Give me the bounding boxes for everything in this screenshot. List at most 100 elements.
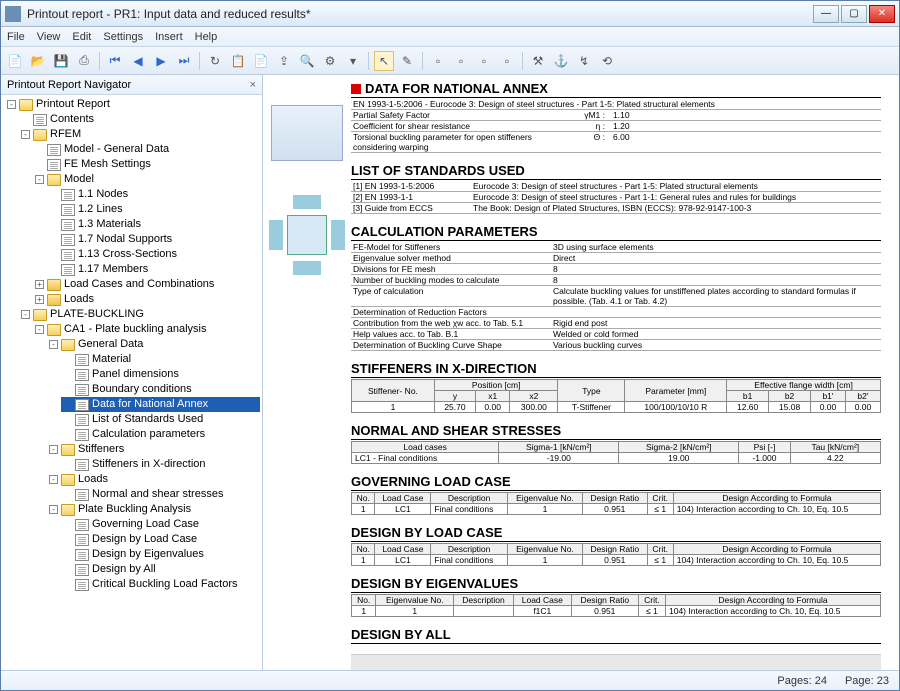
governing-table: No.Load CaseDescriptionEigenvalue No.Des… [351,492,881,515]
open-icon[interactable]: 📂 [28,51,48,71]
titlebar: Printout report - PR1: Input data and re… [1,1,899,27]
tree-dev[interactable]: Design by Eigenvalues [61,547,260,562]
tree-stiffeners[interactable]: -Stiffeners [47,442,260,457]
tree-root[interactable]: -Printout Report [5,97,260,112]
find-icon[interactable]: 🔍 [297,51,317,71]
page1-icon[interactable]: ▫ [428,51,448,71]
page2-icon[interactable]: ▫ [451,51,471,71]
tree-view[interactable]: -Printout Report Contents -RFEM Model - … [1,95,262,670]
tree-calc-params[interactable]: Calculation parameters [61,427,260,442]
tree-plate-buckling[interactable]: -PLATE-BUCKLING [19,307,260,322]
thumb-diagram [269,185,345,305]
page4-icon[interactable]: ▫ [497,51,517,71]
tree-model-gd[interactable]: Model - General Data [33,142,260,157]
tree-fe-mesh[interactable]: FE Mesh Settings [33,157,260,172]
tree-nodal-supports[interactable]: 1.7 Nodal Supports [47,232,260,247]
section-governing: GOVERNING LOAD CASE No.Load CaseDescript… [351,474,881,515]
thumbnail-column [263,75,351,670]
tree-gov[interactable]: Governing Load Case [61,517,260,532]
section-title: NORMAL AND SHEAR STRESSES [351,423,561,438]
toolbar: 📄 📂 💾 ⎙ ⏮ ◀ ▶ ⏭ ↻ 📋 📄 ⇪ 🔍 ⚙ ▾ ↖ ✎ ▫ ▫ ▫ … [1,47,899,75]
horizontal-scrollbar[interactable] [351,654,881,670]
tree-pba[interactable]: -Plate Buckling Analysis [47,502,260,517]
tree-general-data[interactable]: -General Data [47,337,260,352]
tree-contents[interactable]: Contents [19,112,260,127]
section-stiffeners-x: STIFFENERS IN X-DIRECTION Stiffener- No.… [351,361,881,413]
page3-icon[interactable]: ▫ [474,51,494,71]
design-lc-table: No.Load CaseDescriptionEigenvalue No.Des… [351,543,881,566]
menu-view[interactable]: View [37,31,61,43]
save-icon[interactable]: 💾 [51,51,71,71]
refresh-icon[interactable]: ↻ [205,51,225,71]
section-title: GOVERNING LOAD CASE [351,474,511,489]
status-pages: Pages: 24 [777,675,827,687]
table-row: 1LC1Final conditions10.951≤ 1104) Intera… [352,504,881,515]
section-standards: LIST OF STANDARDS USED [1] EN 1993-1-5:2… [351,163,881,214]
tree-crit[interactable]: Critical Buckling Load Factors [61,577,260,592]
statusbar: Pages: 24 Page: 23 [1,670,899,690]
tool1-icon[interactable]: ⚒ [528,51,548,71]
section-design-ev: DESIGN BY EIGENVALUES No.Eigenvalue No.D… [351,576,881,617]
close-button[interactable]: ✕ [869,5,895,23]
doc2-icon[interactable]: 📄 [251,51,271,71]
menu-file[interactable]: File [7,31,25,43]
status-page: Page: 23 [845,675,889,687]
document-view: DATA FOR NATIONAL ANNEX EN 1993-1-5:2006… [351,75,899,670]
tree-lines[interactable]: 1.2 Lines [47,202,260,217]
tree-boundary[interactable]: Boundary conditions [61,382,260,397]
navigator-header: Printout Report Navigator × [1,75,262,95]
tool4-icon[interactable]: ⟲ [597,51,617,71]
tree-nodes[interactable]: 1.1 Nodes [47,187,260,202]
tree-loads2[interactable]: -Loads [47,472,260,487]
dropdown-icon[interactable]: ▾ [343,51,363,71]
maximize-button[interactable]: ▢ [841,5,867,23]
table-row: 125.700.00300.00T-Stiffener100/100/10/10… [352,402,881,413]
section-annex: DATA FOR NATIONAL ANNEX EN 1993-1-5:2006… [351,81,881,153]
tree-dall[interactable]: Design by All [61,562,260,577]
tree-materials[interactable]: 1.3 Materials [47,217,260,232]
tree-stiff-x[interactable]: Stiffeners in X-direction [61,457,260,472]
tool3-icon[interactable]: ↯ [574,51,594,71]
menu-insert[interactable]: Insert [155,31,183,43]
select-icon[interactable]: ↖ [374,51,394,71]
navigator-close-icon[interactable]: × [250,79,256,91]
stresses-table: Load casesSigma-1 [kN/cm²]Sigma-2 [kN/cm… [351,441,881,464]
tool2-icon[interactable]: ⚓ [551,51,571,71]
prev-icon[interactable]: ◀ [128,51,148,71]
section-design-all: DESIGN BY ALL [351,627,881,644]
tree-annex[interactable]: Data for National Annex [61,397,260,412]
menu-help[interactable]: Help [195,31,218,43]
tree-cross-sections[interactable]: 1.13 Cross-Sections [47,247,260,262]
tree-normal[interactable]: Normal and shear stresses [61,487,260,502]
edit-icon[interactable]: ✎ [397,51,417,71]
section-title: DESIGN BY EIGENVALUES [351,576,518,591]
table-row: 11f1C10.951≤ 1104) Interaction according… [352,606,881,617]
export-icon[interactable]: ⇪ [274,51,294,71]
first-icon[interactable]: ⏮ [105,51,125,71]
last-icon[interactable]: ⏭ [174,51,194,71]
new-icon[interactable]: 📄 [5,51,25,71]
tree-panel[interactable]: Panel dimensions [61,367,260,382]
tree-model[interactable]: -Model [33,172,260,187]
tree-load-cases[interactable]: +Load Cases and Combinations [33,277,260,292]
menu-edit[interactable]: Edit [72,31,91,43]
tree-ca1[interactable]: -CA1 - Plate buckling analysis [33,322,260,337]
next-icon[interactable]: ▶ [151,51,171,71]
print-icon[interactable]: ⎙ [74,51,94,71]
section-title: CALCULATION PARAMETERS [351,224,538,239]
menu-settings[interactable]: Settings [103,31,143,43]
minimize-button[interactable]: — [813,5,839,23]
tree-loads[interactable]: +Loads [33,292,260,307]
tree-rfem[interactable]: -RFEM [19,127,260,142]
tree-members[interactable]: 1.17 Members [47,262,260,277]
navigator-title: Printout Report Navigator [7,79,131,91]
tree-dlc[interactable]: Design by Load Case [61,532,260,547]
doc1-icon[interactable]: 📋 [228,51,248,71]
tree-material[interactable]: Material [61,352,260,367]
main-area: Printout Report Navigator × -Printout Re… [1,75,899,670]
app-icon [5,6,21,22]
tree-standards[interactable]: List of Standards Used [61,412,260,427]
section-stresses: NORMAL AND SHEAR STRESSES Load casesSigm… [351,423,881,464]
menubar: File View Edit Settings Insert Help [1,27,899,47]
gear-icon[interactable]: ⚙ [320,51,340,71]
